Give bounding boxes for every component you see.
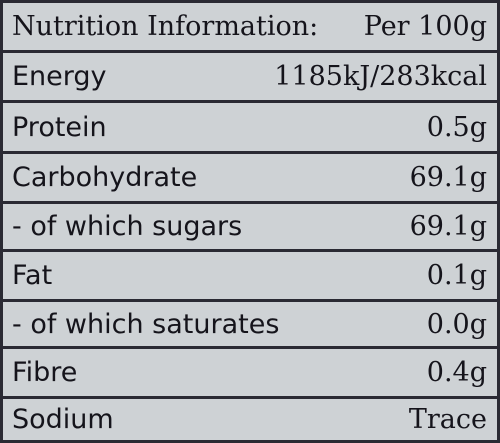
table-header-row: Nutrition Information: Per 100g [3, 3, 497, 53]
row-label: Fat [12, 260, 53, 291]
table-row-saturates: - of which saturates 0.0g [3, 302, 497, 349]
header-label: Nutrition Information: [12, 11, 319, 42]
row-label: - of which sugars [12, 211, 243, 242]
row-label: Protein [12, 111, 107, 143]
row-value: Trace [408, 404, 487, 435]
row-label: Sodium [12, 404, 114, 435]
row-label: - of which saturates [12, 308, 280, 340]
row-label: Fibre [12, 357, 78, 388]
row-value: 0.4g [426, 357, 487, 388]
row-value: 0.5g [426, 111, 487, 143]
row-value: 0.1g [426, 260, 487, 291]
row-value: 69.1g [409, 162, 487, 193]
row-value: 1185kJ/283kcal [274, 61, 487, 92]
row-value: 0.0g [426, 308, 487, 340]
table-row-protein: Protein 0.5g [3, 103, 497, 154]
table-row-energy: Energy 1185kJ/283kcal [3, 53, 497, 103]
row-value: 69.1g [409, 211, 487, 242]
table-row-fat: Fat 0.1g [3, 252, 497, 302]
row-label: Carbohydrate [12, 162, 198, 193]
row-label: Energy [12, 61, 107, 92]
table-row-fibre: Fibre 0.4g [3, 349, 497, 399]
header-value: Per 100g [363, 11, 487, 42]
table-row-sugars: - of which sugars 69.1g [3, 204, 497, 252]
table-row-sodium: Sodium Trace [3, 399, 497, 440]
table-row-carbohydrate: Carbohydrate 69.1g [3, 154, 497, 204]
